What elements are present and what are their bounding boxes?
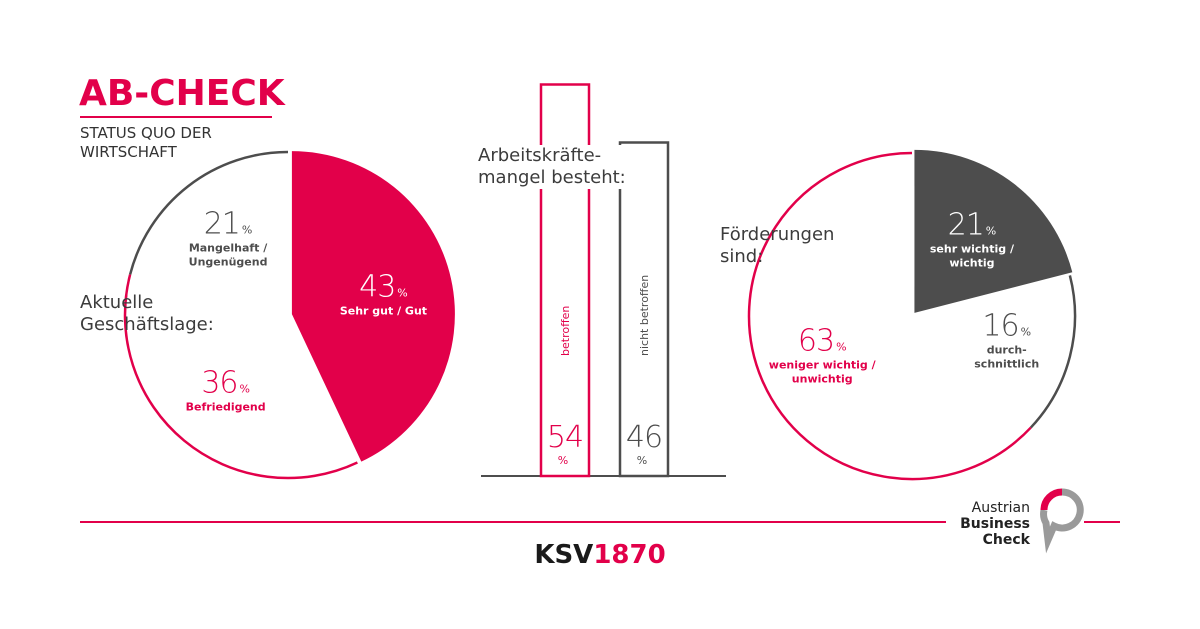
slice-label: 43% Sehr gut / Gut [340,269,427,318]
logo-icon [1040,488,1084,554]
logo-accent [1040,488,1063,511]
bar [618,141,670,478]
logo-ring [1040,488,1084,554]
unit-label: % [1020,325,1032,339]
slice-label: 21% sehr wichtig / wichtig [930,207,1014,270]
unit-label: % [397,286,408,300]
unit-label: % [985,224,997,238]
category-label: durch- schnittlich [974,343,1040,371]
brand: KSV1870 [0,540,1200,570]
bar-value-label: 54 [546,420,584,455]
pie-slice [291,151,455,462]
value-line: 63% [769,323,876,358]
logo-line: Austrian [971,500,1030,516]
unit-label: % [636,454,648,467]
value-line: 16% [974,309,1039,344]
unit-label: % [239,382,250,396]
category-label: Mangelhaft / Ungenügend [188,241,268,269]
category-label: sehr wichtig / wichtig [929,242,1015,270]
page-subtitle: STATUS QUO DER WIRTSCHAFT [80,124,212,161]
value-line: 36% [186,366,266,401]
slice-label: 16% durch- schnittlich [974,309,1039,372]
unit-label: % [557,454,569,467]
value-label: 21 [947,207,985,243]
brand-name: KSV [534,540,594,570]
value-line: 43% [340,269,427,304]
brand-number: 1870 [593,540,666,570]
category-label: betroffen [559,306,572,356]
category-label: weniger wichtig / unwichtig [768,358,876,386]
slice-label: 63% weniger wichtig / unwichtig [769,323,876,386]
value-label: 63 [797,323,835,359]
pie-slice [747,151,1032,481]
unit-label: % [241,223,253,237]
logo-text: Austrian Business Check [930,500,1030,548]
value-label: 36 [201,365,238,401]
pie-slice [123,274,358,480]
category-label: nicht betroffen [638,275,651,356]
chart-title: Arbeitskräfte- mangel besteht: [478,145,626,189]
logo-line: Business [960,516,1030,532]
pie-slice [128,150,289,275]
pie-slice [914,149,1073,313]
logo-line: Check [982,532,1030,548]
pie-slice [1029,275,1077,429]
value-label: 16 [982,308,1019,344]
bar-value-label: 46 [625,420,663,455]
value-line: 21% [930,207,1014,242]
value-label: 43 [359,269,396,305]
slice-label: 21% Mangelhaft / Ungenügend [189,206,268,269]
chart-title: Aktuelle Geschäftslage: [80,292,214,335]
category-label: Sehr gut / Gut [339,304,428,318]
slice-label: 36% Befriedigend [186,366,266,415]
page-title: AB-CHECK [79,73,285,114]
category-label: Befriedigend [185,400,266,414]
unit-label: % [836,340,847,354]
bar [539,83,591,478]
chart-title: Förderungen sind: [720,224,835,267]
value-label: 21 [203,206,241,242]
value-line: 21% [189,206,268,241]
